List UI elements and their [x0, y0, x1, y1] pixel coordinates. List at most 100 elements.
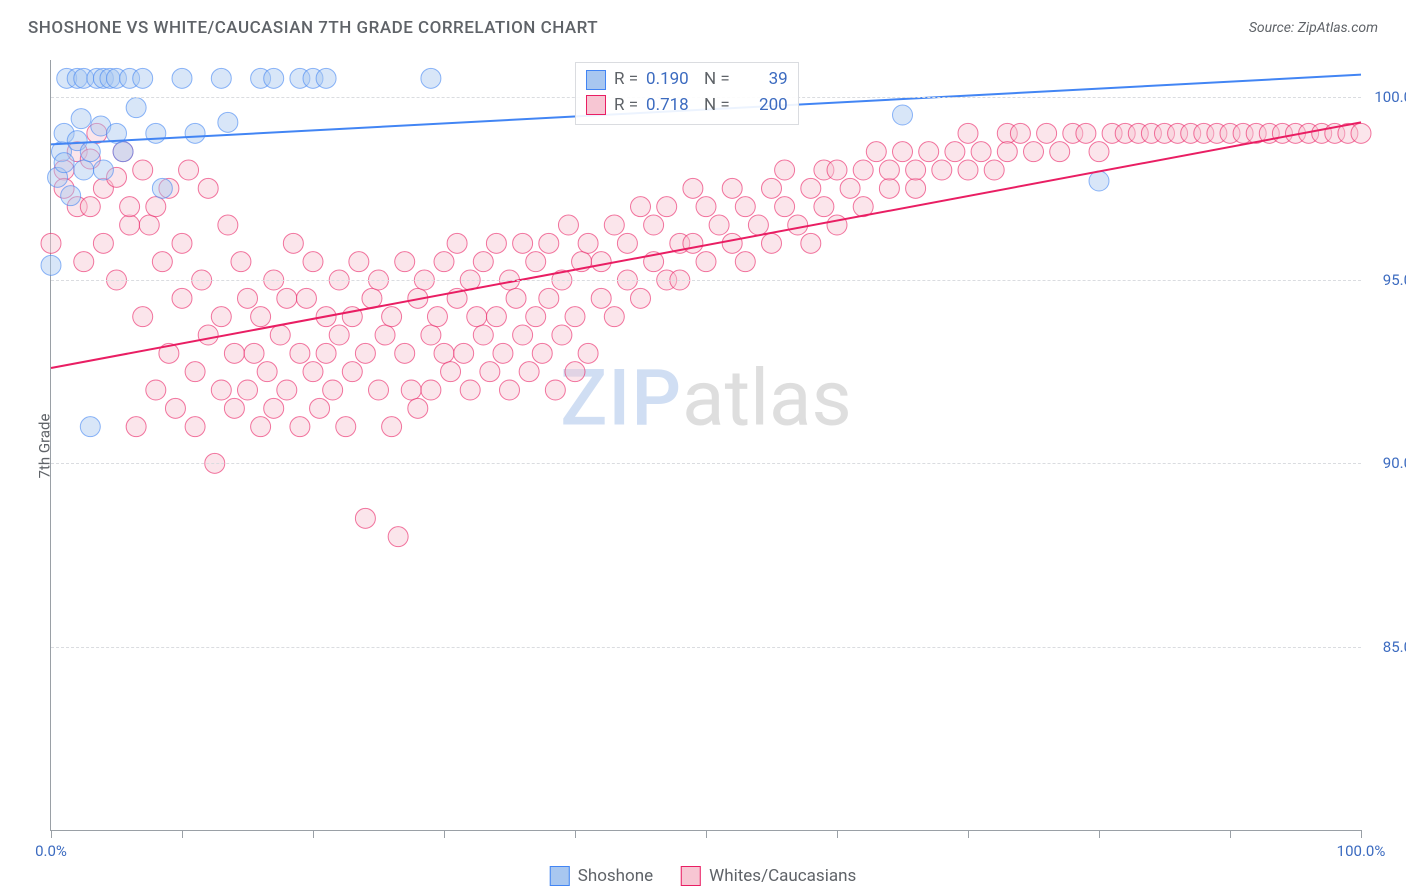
scatter-point [198, 178, 218, 198]
scatter-point [80, 142, 100, 162]
scatter-point [709, 215, 729, 235]
scatter-point [251, 417, 271, 437]
scatter-point [93, 160, 113, 180]
y-tick-label: 95.0% [1383, 271, 1406, 289]
scatter-point [283, 233, 303, 253]
scatter-point [74, 252, 94, 272]
scatter-point [179, 160, 199, 180]
scatter-point [133, 160, 153, 180]
legend-label: Shoshone [578, 866, 653, 886]
scatter-point [801, 233, 821, 253]
scatter-point [473, 252, 493, 272]
x-tick-label: 0.0% [35, 842, 67, 860]
scatter-point [165, 398, 185, 418]
scatter-point [375, 325, 395, 345]
scatter-point [513, 233, 533, 253]
scatter-point [362, 288, 382, 308]
legend-swatch [586, 70, 606, 90]
scatter-point [369, 380, 389, 400]
scatter-point [722, 178, 742, 198]
scatter-point [545, 380, 565, 400]
scatter-point [775, 197, 795, 217]
scatter-point [441, 362, 461, 382]
scatter-point [473, 325, 493, 345]
scatter-point [434, 343, 454, 363]
scatter-point [958, 123, 978, 143]
scatter-point [644, 215, 664, 235]
x-tick [968, 830, 969, 838]
scatter-point [349, 252, 369, 272]
scatter-point [532, 343, 552, 363]
scatter-point [775, 160, 795, 180]
scatter-point [251, 307, 271, 327]
scatter-point [454, 343, 474, 363]
scatter-point [1024, 142, 1044, 162]
scatter-point [238, 380, 258, 400]
scatter-point [565, 362, 585, 382]
y-tick-label: 85.0% [1383, 638, 1406, 656]
scatter-point [480, 362, 500, 382]
scatter-point [1089, 142, 1109, 162]
legend-swatch [550, 866, 570, 886]
n-value: 39 [738, 67, 788, 93]
scatter-point [427, 307, 447, 327]
scatter-point [421, 68, 441, 88]
scatter-point [172, 233, 192, 253]
legend-swatch [681, 866, 701, 886]
scatter-point [919, 142, 939, 162]
source-attribution: Source: ZipAtlas.com [1249, 20, 1378, 36]
chart-container: SHOSHONE VS WHITE/CAUCASIAN 7TH GRADE CO… [0, 0, 1406, 892]
scatter-point [316, 68, 336, 88]
scatter-point [519, 362, 539, 382]
scatter-point [185, 362, 205, 382]
scatter-point [139, 215, 159, 235]
scatter-point [722, 233, 742, 253]
scatter-point [277, 288, 297, 308]
scatter-point [748, 215, 768, 235]
scatter-point [120, 197, 140, 217]
scatter-point [126, 417, 146, 437]
scatter-point [355, 343, 375, 363]
scatter-point [486, 307, 506, 327]
scatter-point [74, 160, 94, 180]
scatter-point [1010, 123, 1030, 143]
scatter-point [80, 417, 100, 437]
scatter-point [303, 252, 323, 272]
scatter-point [172, 288, 192, 308]
scatter-point [133, 307, 153, 327]
scatter-point [146, 123, 166, 143]
scatter-point [264, 398, 284, 418]
scatter-point [552, 325, 572, 345]
scatter-point [211, 68, 231, 88]
scatter-point [604, 215, 624, 235]
scatter-point [310, 398, 330, 418]
x-tick [1099, 830, 1100, 838]
scatter-point [827, 160, 847, 180]
scatter-point [146, 380, 166, 400]
scatter-point [1037, 123, 1057, 143]
scatter-point [506, 288, 526, 308]
x-tick [706, 830, 707, 838]
x-tick [837, 830, 838, 838]
scatter-point [696, 252, 716, 272]
scatter-point [80, 197, 100, 217]
legend-label: Whites/Caucasians [709, 866, 856, 886]
scatter-point [257, 362, 277, 382]
x-tick [1230, 830, 1231, 838]
scatter-point [558, 215, 578, 235]
scatter-point [683, 233, 703, 253]
scatter-point [866, 142, 886, 162]
r-value: 0.190 [646, 67, 696, 93]
legend-stats-row: R =0.718N =200 [586, 93, 788, 119]
scatter-point [932, 160, 952, 180]
scatter-point [152, 178, 172, 198]
scatter-point [120, 215, 140, 235]
legend-item: Whites/Caucasians [681, 866, 856, 886]
scatter-point [336, 417, 356, 437]
scatter-point [1076, 123, 1096, 143]
scatter-point [290, 417, 310, 437]
scatter-point [945, 142, 965, 162]
scatter-point [126, 98, 146, 118]
scatter-point [1050, 142, 1070, 162]
scatter-point [270, 325, 290, 345]
